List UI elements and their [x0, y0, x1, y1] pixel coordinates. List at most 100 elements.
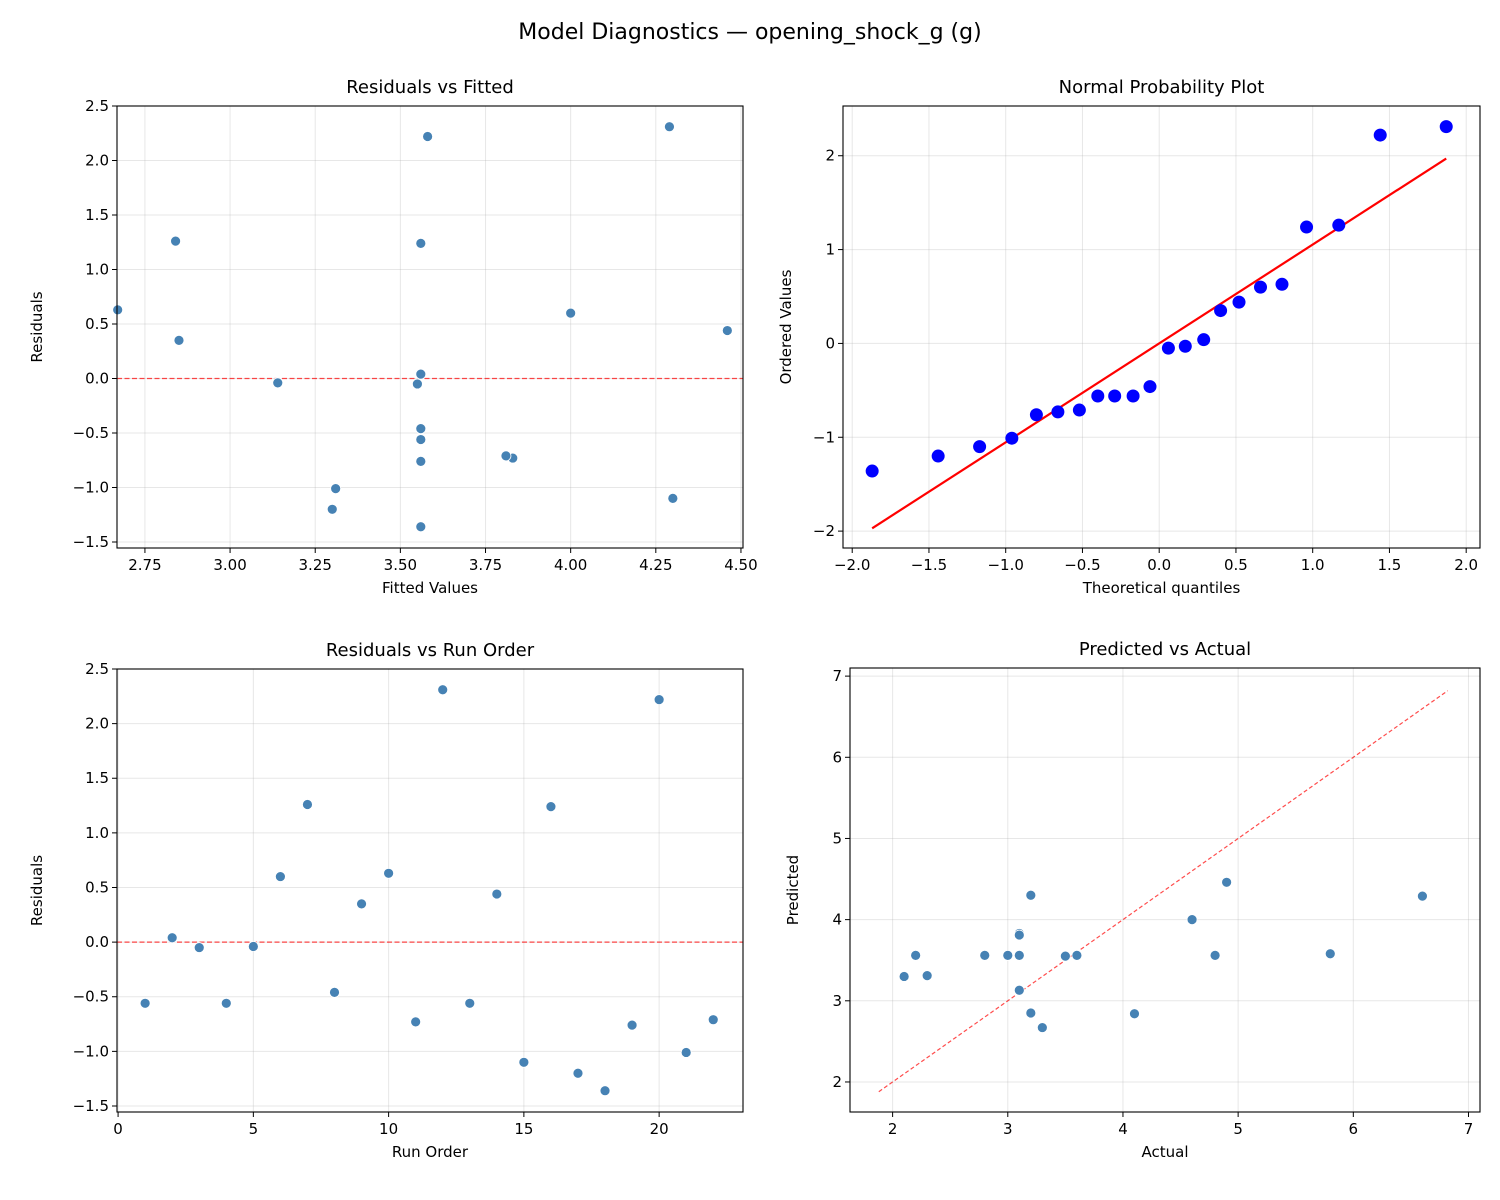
x-tick-label: −1.5 [911, 556, 947, 574]
x-tick-label: 3.00 [213, 556, 246, 574]
data-point [865, 464, 879, 478]
y-tick-label: 2.0 [85, 152, 109, 170]
data-point [1373, 128, 1387, 142]
data-point [1178, 339, 1192, 353]
data-point [415, 423, 427, 435]
data-point [326, 503, 338, 515]
x-tick-label: 0 [113, 1120, 123, 1138]
y-axis-label: Ordered Values [777, 269, 795, 384]
data-point [1036, 1022, 1048, 1033]
x-tick-label: 3 [1003, 1120, 1013, 1138]
data-point [410, 1016, 422, 1028]
y-tick-label: 5 [832, 829, 842, 847]
x-tick-label: 0.0 [1147, 556, 1171, 574]
x-tick-label: 2.0 [1454, 556, 1478, 574]
data-point [464, 997, 476, 1009]
subplot-4: 2 3 4 5 6 7 2 3 4 5 6 7 Predicted vs Actual Actual Pre… [784, 639, 1481, 1161]
x-tick-label: 4 [1118, 1120, 1128, 1138]
data-point [220, 997, 232, 1009]
data-point [1129, 1008, 1140, 1020]
data-point [1072, 403, 1086, 417]
data-point [898, 971, 910, 982]
data-point [415, 521, 427, 533]
subplot-1: 2.75 3.00 3.25 3.50 3.75 4.00 4.25 4.50 −1.5 −1.0… [28, 77, 758, 597]
y-tick-label: 0.0 [85, 370, 109, 388]
data-point [707, 1014, 719, 1026]
data-point [247, 941, 259, 952]
subplot-3: 0 5 10 15 20 −1.5 −1.0 −0.5 0.0 0.5 1.0 1.5 2.0 2.5 Re… [28, 640, 744, 1161]
data-point [422, 131, 434, 142]
y-tick-label: 0.5 [85, 315, 109, 333]
x-tick-label: 2.75 [128, 556, 161, 574]
data-point [173, 334, 185, 346]
axes-frame [116, 668, 744, 1113]
data-point [721, 325, 733, 336]
y-tick-label: 0.0 [85, 933, 109, 951]
x-tick-label: 4.00 [554, 556, 587, 574]
data-point [415, 368, 427, 380]
data-point [565, 307, 577, 319]
data-point [518, 1056, 530, 1068]
data-point [1013, 984, 1025, 996]
x-tick-label: 20 [650, 1120, 669, 1138]
y-axis-label: Predicted [784, 855, 802, 925]
data-point [302, 799, 313, 810]
y-tick-label: 2 [825, 147, 835, 165]
subplot-2: −2.0 −1.5 −1.0 −0.5 0.0 0.5 1.0 1.5 2.0 −2 −1 0 1 2 No… [777, 77, 1481, 597]
x-tick-label: 1.5 [1378, 556, 1402, 574]
data-point [329, 986, 340, 998]
data-point [1029, 408, 1043, 422]
y-tick-label: 0.5 [85, 878, 109, 896]
x-tick-label: −0.5 [1064, 556, 1100, 574]
x-tick-label: 3.50 [384, 556, 417, 574]
y-tick-label: 2 [832, 1073, 842, 1091]
y-tick-label: 1.5 [85, 206, 109, 224]
data-point [572, 1067, 584, 1079]
x-tick-label: −1.0 [987, 556, 1023, 574]
data-point [1002, 949, 1014, 961]
data-point [667, 493, 679, 504]
y-tick-label: 6 [832, 748, 842, 766]
x-tick-label: 2 [888, 1120, 898, 1138]
data-point [415, 237, 427, 249]
data-point [1143, 380, 1157, 394]
data-point [910, 949, 922, 961]
data-point [1013, 929, 1025, 941]
data-point [1221, 876, 1233, 888]
data-point [653, 694, 665, 705]
y-tick-label: −1 [813, 428, 835, 446]
data-point [437, 684, 449, 696]
data-point [356, 898, 367, 910]
data-point [1186, 914, 1198, 926]
data-point [1275, 277, 1289, 291]
x-tick-label: 5 [249, 1120, 259, 1138]
data-point [680, 1047, 692, 1058]
axes-frame [849, 667, 1481, 1113]
x-tick-label: 1.0 [1301, 556, 1325, 574]
identity-line [878, 690, 1449, 1093]
y-axis-label: Residuals [28, 291, 46, 362]
data-point [1059, 950, 1071, 962]
x-tick-label: −2.0 [834, 556, 870, 574]
data-point [330, 483, 342, 494]
x-tick-label: 7 [1464, 1120, 1474, 1138]
axes-frame [116, 105, 744, 549]
y-tick-label: 1.0 [85, 261, 109, 279]
data-point [1025, 1007, 1037, 1019]
data-point [1214, 304, 1228, 318]
data-point [1126, 389, 1140, 403]
data-point [166, 932, 178, 944]
data-point [1005, 431, 1019, 445]
x-tick-label: 15 [514, 1120, 533, 1138]
data-point [931, 449, 945, 463]
data-point [1300, 220, 1314, 234]
data-point [415, 434, 427, 445]
data-point [1332, 218, 1346, 232]
x-tick-label: 3.75 [469, 556, 502, 574]
subplot-title: Predicted vs Actual [1079, 639, 1251, 660]
subplot-title: Residuals vs Run Order [326, 640, 535, 661]
data-point [112, 304, 124, 316]
x-axis-label: Run Order [392, 1143, 469, 1161]
data-point [545, 801, 557, 813]
